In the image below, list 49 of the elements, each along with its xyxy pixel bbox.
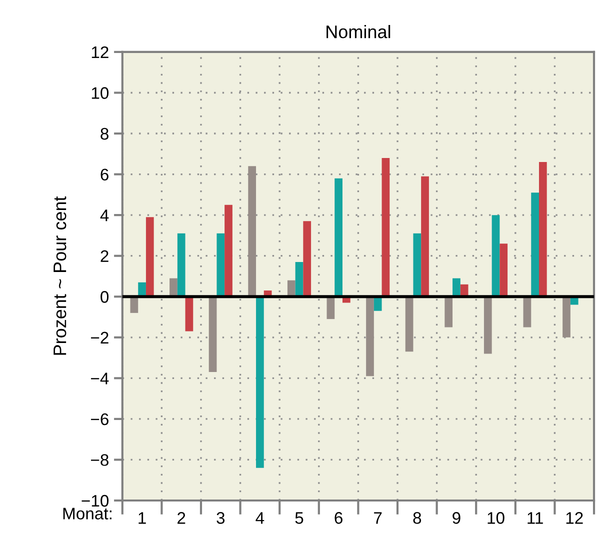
bar	[146, 217, 154, 297]
bar	[334, 178, 342, 297]
bar	[492, 215, 500, 297]
x-tick-label: 9	[452, 512, 460, 524]
x-tick-label: 4	[256, 512, 264, 524]
x-tick-label: 7	[374, 512, 382, 524]
y-tick-label: 12	[92, 46, 108, 58]
x-tick-label: 11	[528, 512, 543, 524]
bar	[444, 296, 453, 328]
bar	[295, 262, 304, 297]
bar	[382, 158, 390, 297]
x-tick-label: 6	[334, 512, 342, 524]
x-tick-label: 3	[216, 512, 225, 524]
y-axis-title: Prozent ~ Pour cent	[54, 196, 66, 355]
y-tick-label: −8	[91, 454, 108, 466]
y-tick-label: 0	[100, 291, 109, 303]
y-tick-label: 2	[100, 250, 108, 262]
bar	[452, 278, 460, 297]
y-tick-label: 6	[100, 168, 108, 180]
x-axis-title: Monat:	[63, 508, 112, 520]
bar	[303, 221, 312, 297]
x-tick-label: 12	[566, 512, 583, 524]
bar	[500, 244, 508, 297]
y-tick-label: −10	[82, 494, 109, 507]
bar	[413, 233, 422, 297]
bar	[523, 296, 532, 328]
bar	[170, 278, 178, 297]
x-tick-label: 2	[178, 512, 186, 524]
bar	[185, 296, 194, 332]
y-tick-label: 10	[92, 87, 109, 99]
bar	[256, 296, 264, 468]
bar	[531, 192, 539, 297]
x-tick-label: 1	[138, 512, 146, 524]
bar	[421, 176, 429, 297]
y-tick-label: −2	[91, 332, 108, 344]
y-tick-label: 4	[100, 210, 109, 222]
bar	[177, 233, 186, 297]
y-tick-label: −6	[91, 413, 108, 426]
x-tick-label: 10	[488, 512, 504, 524]
bar	[224, 204, 232, 297]
chart-title: Nominal	[326, 24, 390, 38]
y-tick-label: 8	[100, 128, 108, 140]
bar	[538, 162, 547, 297]
bar	[287, 280, 296, 297]
x-tick-label: 5	[295, 512, 304, 524]
x-tick-label: 8	[413, 512, 422, 524]
bar	[130, 296, 138, 313]
y-tick-label: −4	[91, 372, 109, 384]
bar	[216, 233, 225, 297]
